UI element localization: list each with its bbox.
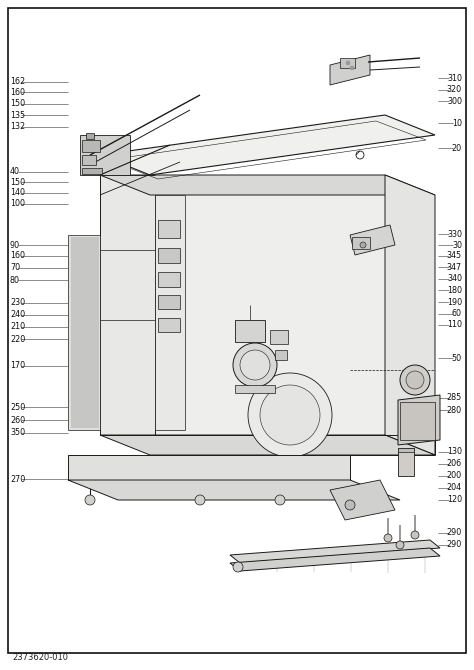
Text: 310: 310 <box>447 74 462 83</box>
Polygon shape <box>385 175 435 455</box>
Bar <box>82 140 100 152</box>
Text: 180: 180 <box>447 285 462 295</box>
Text: 190: 190 <box>447 297 462 307</box>
Text: 80: 80 <box>10 275 20 285</box>
Polygon shape <box>398 395 440 445</box>
Circle shape <box>195 495 205 505</box>
Circle shape <box>346 61 350 65</box>
Polygon shape <box>100 435 435 455</box>
Text: 285: 285 <box>447 393 462 403</box>
Bar <box>158 318 180 332</box>
Circle shape <box>260 385 320 445</box>
Circle shape <box>384 534 392 542</box>
Polygon shape <box>398 448 414 452</box>
Text: 260: 260 <box>10 415 25 425</box>
Bar <box>158 248 180 263</box>
Circle shape <box>248 373 332 457</box>
Text: 340: 340 <box>447 274 462 283</box>
Text: 40: 40 <box>10 167 20 176</box>
Text: 290: 290 <box>447 540 462 549</box>
Text: 290: 290 <box>447 528 462 537</box>
Text: 50: 50 <box>452 354 462 363</box>
Polygon shape <box>155 195 185 430</box>
Text: 130: 130 <box>447 447 462 456</box>
Text: 230: 230 <box>10 298 25 308</box>
Bar <box>340 58 355 68</box>
Bar <box>158 220 180 238</box>
Text: 210: 210 <box>10 322 25 332</box>
Bar <box>82 155 96 165</box>
Bar <box>235 385 275 393</box>
Bar <box>352 237 370 249</box>
Polygon shape <box>230 548 440 571</box>
Text: 100: 100 <box>10 199 25 208</box>
Text: 270: 270 <box>10 474 25 484</box>
Polygon shape <box>100 115 435 175</box>
Text: 120: 120 <box>447 495 462 505</box>
Circle shape <box>350 66 354 70</box>
Bar <box>158 272 180 287</box>
Bar <box>86 133 94 139</box>
Text: 160: 160 <box>10 251 25 261</box>
Text: 350: 350 <box>10 428 25 438</box>
Text: 170: 170 <box>10 361 25 371</box>
Circle shape <box>233 562 243 572</box>
Text: 150: 150 <box>10 99 25 109</box>
Text: 220: 220 <box>10 334 25 344</box>
Text: 206: 206 <box>447 459 462 468</box>
Text: 20: 20 <box>452 143 462 153</box>
Polygon shape <box>68 235 100 430</box>
Text: 330: 330 <box>447 230 462 239</box>
Circle shape <box>240 350 270 380</box>
Text: 90: 90 <box>10 241 20 250</box>
Circle shape <box>275 495 285 505</box>
Polygon shape <box>80 135 130 175</box>
Bar <box>275 350 287 360</box>
Text: 300: 300 <box>447 96 462 106</box>
Text: 70: 70 <box>10 263 20 273</box>
Text: 140: 140 <box>10 188 25 198</box>
Polygon shape <box>330 55 370 85</box>
Circle shape <box>396 541 404 549</box>
Circle shape <box>360 242 366 248</box>
Circle shape <box>406 371 424 389</box>
Text: 250: 250 <box>10 403 25 412</box>
Text: 110: 110 <box>447 320 462 330</box>
Text: 320: 320 <box>447 85 462 94</box>
Bar <box>400 402 435 440</box>
Text: 135: 135 <box>10 111 25 120</box>
Bar <box>398 448 414 476</box>
Bar <box>270 330 288 344</box>
Bar <box>82 168 102 174</box>
Text: 280: 280 <box>447 405 462 415</box>
Text: 347: 347 <box>447 263 462 272</box>
Circle shape <box>400 365 430 395</box>
Text: 60: 60 <box>452 309 462 318</box>
Polygon shape <box>100 175 155 435</box>
Text: 10: 10 <box>452 119 462 128</box>
Text: 132: 132 <box>10 122 25 131</box>
Bar <box>235 320 265 342</box>
Polygon shape <box>330 480 395 520</box>
Text: 345: 345 <box>447 251 462 261</box>
Circle shape <box>85 495 95 505</box>
Polygon shape <box>68 480 400 500</box>
Polygon shape <box>230 540 440 563</box>
Text: 2373620-010: 2373620-010 <box>12 653 68 663</box>
Text: 200: 200 <box>447 471 462 480</box>
Text: 30: 30 <box>452 241 462 250</box>
Bar <box>158 295 180 309</box>
Circle shape <box>233 343 277 387</box>
Circle shape <box>411 531 419 539</box>
Polygon shape <box>100 175 435 195</box>
Text: 204: 204 <box>447 483 462 492</box>
Text: 240: 240 <box>10 310 25 320</box>
Text: 160: 160 <box>10 88 25 97</box>
Polygon shape <box>68 455 350 480</box>
Circle shape <box>345 500 355 510</box>
Polygon shape <box>350 225 395 255</box>
Text: 150: 150 <box>10 178 25 187</box>
Text: 162: 162 <box>10 77 25 86</box>
Polygon shape <box>155 175 385 435</box>
